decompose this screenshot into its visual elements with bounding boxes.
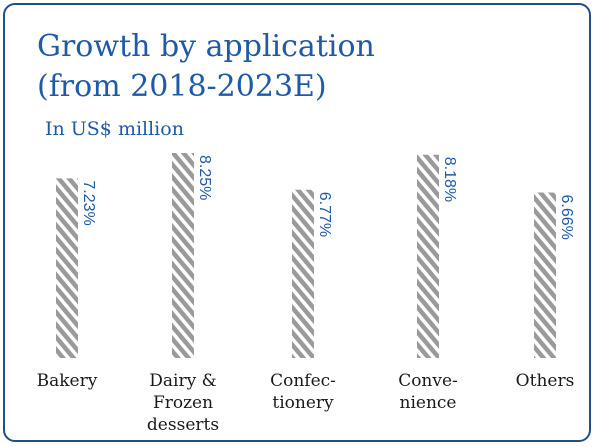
value-labels-group: 7.23% 8.25% 6.77% 8.18% 6.66% — [80, 155, 575, 240]
value-label-1: 8.25% — [196, 155, 213, 200]
bar-3 — [417, 154, 439, 358]
category-label-1: Dairy & Frozen desserts — [146, 371, 220, 435]
category-label-4: Others — [515, 371, 575, 391]
bar-0 — [56, 178, 78, 358]
chart-card: Growth by application (from 2018-2023E) … — [3, 3, 591, 442]
bars-group — [56, 153, 556, 358]
category-label-3: Conve- nience — [398, 371, 458, 413]
value-label-4: 6.66% — [558, 195, 575, 240]
value-label-0: 7.23% — [80, 180, 97, 225]
chart-title: Growth by application (from 2018-2023E) — [37, 29, 375, 104]
bar-2 — [292, 189, 314, 358]
category-label-2: Confec- tionery — [270, 371, 336, 413]
bar-4 — [534, 192, 556, 358]
value-label-2: 6.77% — [316, 192, 333, 237]
chart-subtitle: In US$ million — [45, 118, 184, 140]
bar-1 — [172, 153, 194, 358]
value-label-3: 8.18% — [441, 157, 458, 202]
category-label-0: Bakery — [36, 371, 98, 391]
